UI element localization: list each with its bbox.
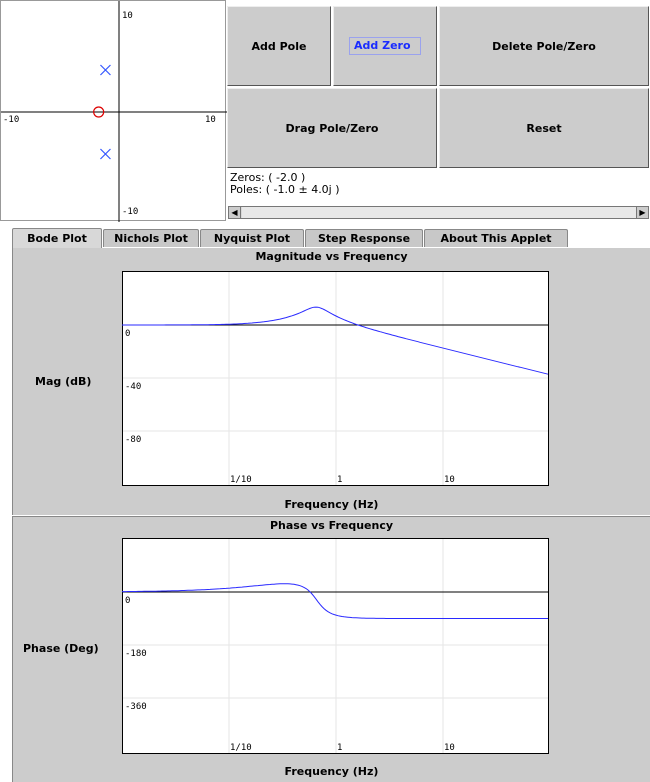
- scroll-thumb[interactable]: [242, 207, 637, 218]
- phase-plot: 0 -180 -360 1/10 1 10: [122, 538, 549, 754]
- y-tick-label: -40: [125, 382, 141, 392]
- y-tick-label: -360: [125, 702, 147, 712]
- y-tick-label: 0: [125, 329, 130, 339]
- magnitude-plot: 0 -40 -80 1/10 1 10: [122, 271, 549, 486]
- delete-pole-zero-button[interactable]: Delete Pole/Zero: [439, 6, 649, 86]
- zero-marker[interactable]: [93, 106, 105, 118]
- pole-marker[interactable]: [100, 148, 111, 160]
- phase-ylabel: Phase (Deg): [23, 642, 99, 655]
- magnitude-xlabel: Frequency (Hz): [284, 498, 379, 511]
- phase-xlabel: Frequency (Hz): [284, 765, 379, 778]
- x-tick-label: 1: [337, 743, 342, 753]
- tab-nyquist-plot[interactable]: Nyquist Plot: [200, 229, 304, 247]
- tab-step-response[interactable]: Step Response: [305, 229, 423, 247]
- pz-tick-top: 10: [122, 11, 133, 21]
- tab-nichols-plot[interactable]: Nichols Plot: [103, 229, 199, 247]
- pole-marker[interactable]: [100, 64, 111, 76]
- tab-label: Bode Plot: [27, 232, 87, 245]
- y-tick-label: -180: [125, 649, 147, 659]
- add-pole-button[interactable]: Add Pole: [227, 6, 331, 86]
- phase-title: Phase vs Frequency: [269, 519, 394, 532]
- info-scrollbar[interactable]: ◀ ▶: [228, 206, 649, 219]
- response-curve: [122, 583, 548, 619]
- pz-tick-left: -10: [3, 115, 20, 125]
- x-tick-label: 1/10: [230, 743, 252, 753]
- magnitude-ylabel: Mag (dB): [35, 375, 92, 388]
- add-zero-label: Add Zero: [349, 37, 421, 55]
- tab-label: Step Response: [317, 232, 411, 245]
- add-pole-label: Add Pole: [251, 39, 307, 53]
- tab-label: Nyquist Plot: [213, 232, 291, 245]
- y-tick-label: -80: [125, 435, 141, 445]
- scroll-left-arrow[interactable]: ◀: [229, 207, 241, 218]
- pz-tick-right: 10: [205, 115, 216, 125]
- pz-tick-bottom: -10: [122, 207, 139, 217]
- zeros-text: Zeros: ( -2.0 ): [230, 171, 306, 184]
- x-tick-label: 10: [444, 743, 455, 753]
- poles-text: Poles: ( -1.0 ± 4.0j ): [230, 183, 340, 196]
- add-zero-button[interactable]: Add Zero: [333, 6, 437, 86]
- y-tick-label: 0: [125, 596, 130, 606]
- x-tick-label: 1/10: [230, 475, 252, 485]
- scroll-right-arrow[interactable]: ▶: [636, 207, 648, 218]
- tab-label: Nichols Plot: [114, 232, 188, 245]
- x-tick-label: 1: [337, 475, 342, 485]
- tab-about[interactable]: About This Applet: [424, 229, 568, 247]
- x-tick-label: 10: [444, 475, 455, 485]
- drag-label: Drag Pole/Zero: [285, 121, 379, 135]
- pole-zero-canvas[interactable]: [1, 1, 227, 222]
- delete-label: Delete Pole/Zero: [492, 39, 596, 53]
- tab-label: About This Applet: [440, 232, 552, 245]
- magnitude-title: Magnitude vs Frequency: [255, 250, 408, 263]
- tab-bode-plot[interactable]: Bode Plot: [12, 228, 102, 248]
- reset-label: Reset: [526, 121, 562, 135]
- pole-zero-plot[interactable]: 10 -10 -10 10: [0, 0, 227, 222]
- response-curve: [122, 306, 549, 375]
- reset-button[interactable]: Reset: [439, 88, 649, 168]
- drag-pole-zero-button[interactable]: Drag Pole/Zero: [227, 88, 437, 168]
- pole-zero-info-box: Zeros: ( -2.0 ) Poles: ( -1.0 ± 4.0j ): [228, 170, 648, 205]
